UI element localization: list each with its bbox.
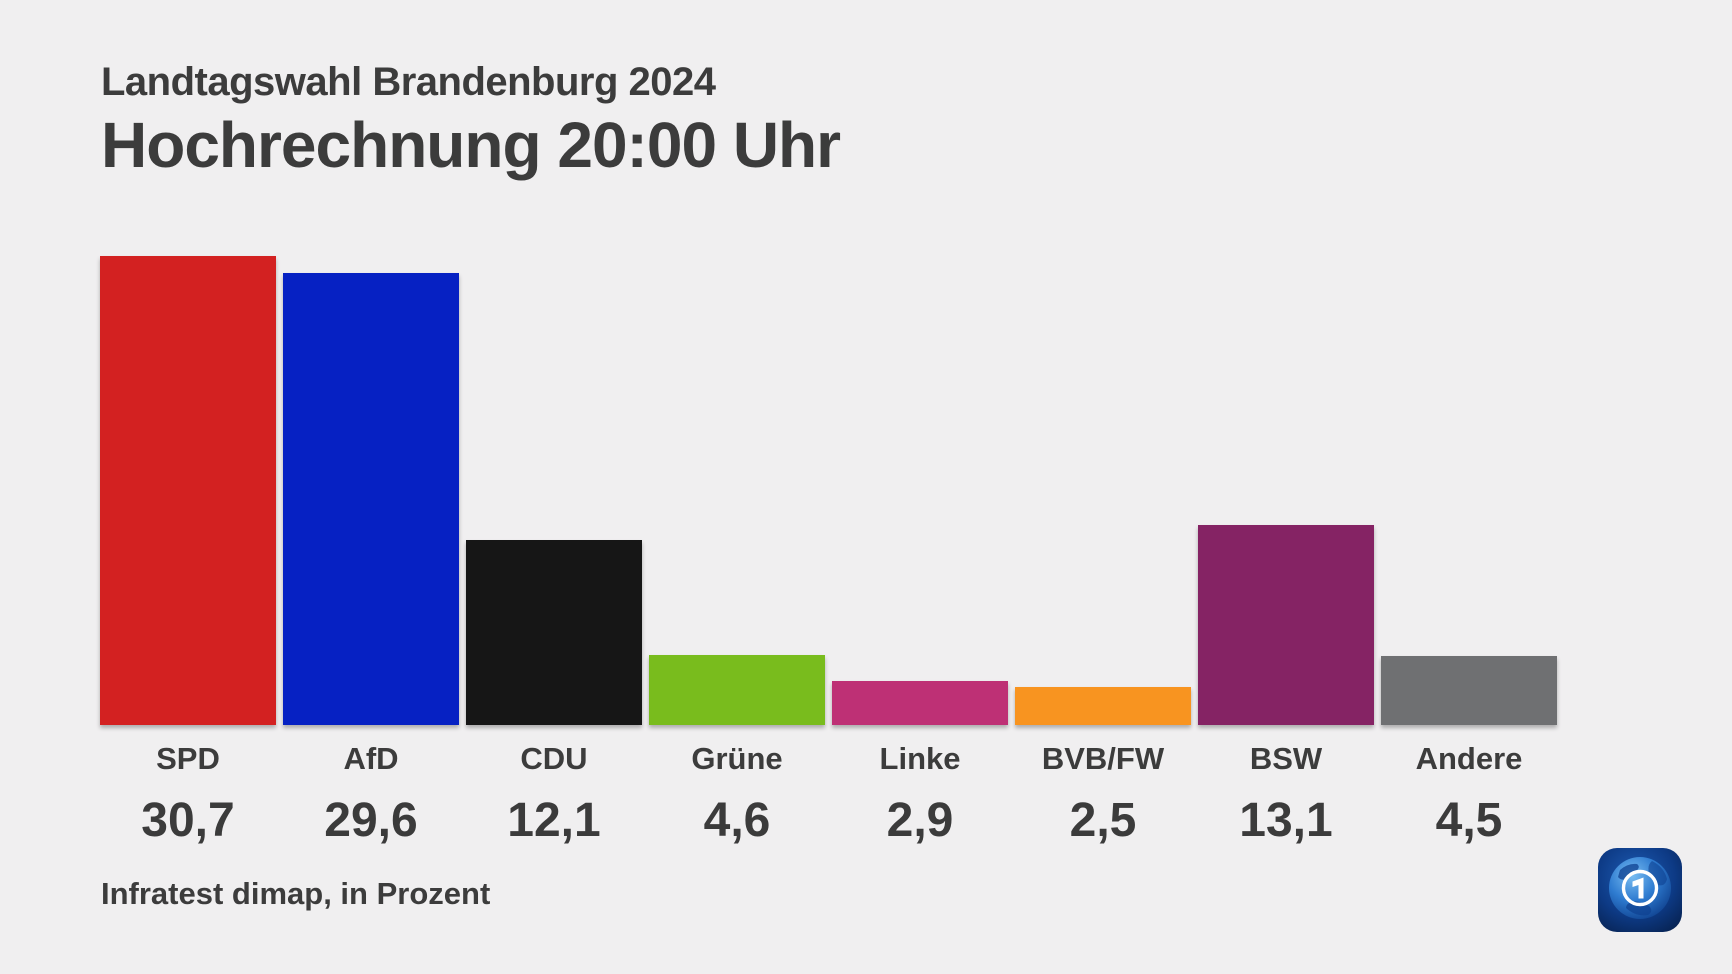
bar-track	[649, 0, 825, 725]
party-label: AfD	[343, 741, 399, 776]
page-title: Hochrechnung 20:00 Uhr	[101, 109, 841, 181]
bar-track	[283, 0, 459, 725]
bar-column: BVB/FW 2,5	[1015, 0, 1191, 848]
bar-column: BSW 13,1	[1198, 0, 1374, 848]
bar-column: Andere 4,5	[1381, 0, 1557, 848]
party-value: 12,1	[507, 794, 601, 847]
bar-column: SPD 30,7	[100, 0, 276, 848]
bar	[100, 255, 276, 725]
party-value: 2,5	[1069, 794, 1137, 847]
ard-tagesschau-logo	[1596, 846, 1684, 934]
party-label: Andere	[1415, 741, 1523, 776]
bar-column: AfD 29,6	[283, 0, 459, 848]
bar-chart: SPD 30,7 AfD 29,6 CDU 12,1 Grüne 4,6 Linke 2,9 BVB…	[100, 0, 1557, 848]
chart-header: Landtagswahl Brandenburg 2024 Hochrechnu…	[101, 60, 841, 181]
party-value: 4,6	[703, 794, 771, 847]
bar	[1198, 524, 1374, 725]
party-value: 13,1	[1239, 794, 1333, 847]
party-label: BSW	[1249, 741, 1323, 776]
party-label: CDU	[520, 741, 588, 776]
source-note: Infratest dimap, in Prozent	[101, 876, 491, 911]
bar-track	[100, 0, 276, 725]
bar	[1381, 656, 1557, 725]
party-label: Linke	[879, 741, 961, 776]
bar	[832, 680, 1008, 725]
bar-column: Linke 2,9	[832, 0, 1008, 848]
bar-track	[1198, 0, 1374, 725]
party-label: SPD	[156, 741, 220, 776]
chart-subtitle: Landtagswahl Brandenburg 2024	[101, 60, 716, 104]
bar-column: CDU 12,1	[466, 0, 642, 848]
bar-track	[1381, 0, 1557, 725]
bar	[649, 654, 825, 725]
party-label: Grüne	[691, 741, 783, 776]
bar	[466, 540, 642, 725]
party-label: BVB/FW	[1041, 741, 1165, 776]
party-value: 4,5	[1435, 794, 1503, 847]
bar-track	[832, 0, 1008, 725]
globe-one-icon	[1598, 848, 1682, 932]
bar	[283, 272, 459, 725]
bar-column: Grüne 4,6	[649, 0, 825, 848]
bar	[1015, 686, 1191, 725]
bar-track	[466, 0, 642, 725]
party-value: 29,6	[324, 794, 418, 847]
party-value: 30,7	[141, 794, 235, 847]
bar-track	[1015, 0, 1191, 725]
party-value: 2,9	[886, 794, 954, 847]
